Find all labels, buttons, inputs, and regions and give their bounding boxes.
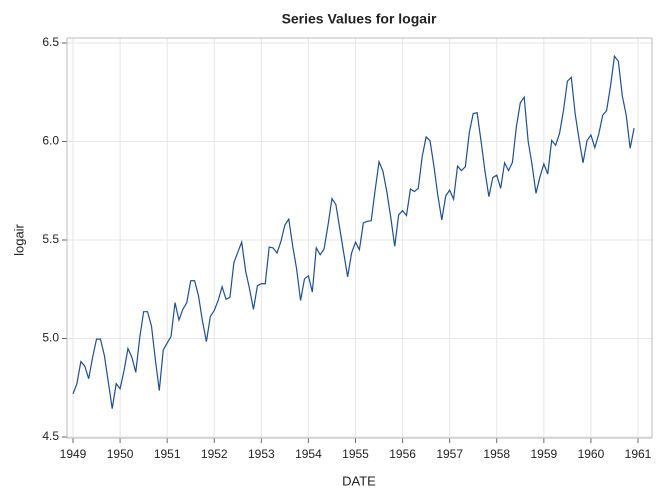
x-tick-label: 1955 <box>342 447 369 461</box>
series-line <box>72 54 635 409</box>
x-tick-label: 1957 <box>436 447 463 461</box>
x-tick-label: 1950 <box>107 447 134 461</box>
x-tick-label: 1949 <box>60 447 87 461</box>
x-tick-label: 1960 <box>578 447 605 461</box>
x-tick-label: 1952 <box>201 447 228 461</box>
chart-title: Series Values for logair <box>282 11 437 27</box>
x-tick-label: 1951 <box>154 447 181 461</box>
y-tick-label: 5.5 <box>42 232 59 246</box>
x-tick-label: 1956 <box>389 447 416 461</box>
x-tick-label: 1954 <box>295 447 322 461</box>
x-tick-label: 1959 <box>530 447 557 461</box>
plot-frame <box>66 37 653 439</box>
y-tick-label: 4.5 <box>42 429 59 443</box>
y-axis-label: logair <box>11 223 26 255</box>
x-tick-label: 1953 <box>248 447 275 461</box>
x-tick-label: 1961 <box>625 447 652 461</box>
y-tick-label: 6.5 <box>42 35 59 49</box>
y-tick-label: 5.0 <box>42 331 59 345</box>
y-tick-label: 6.0 <box>42 134 59 148</box>
x-axis-label: DATE <box>342 473 376 488</box>
x-tick-label: 1958 <box>483 447 510 461</box>
